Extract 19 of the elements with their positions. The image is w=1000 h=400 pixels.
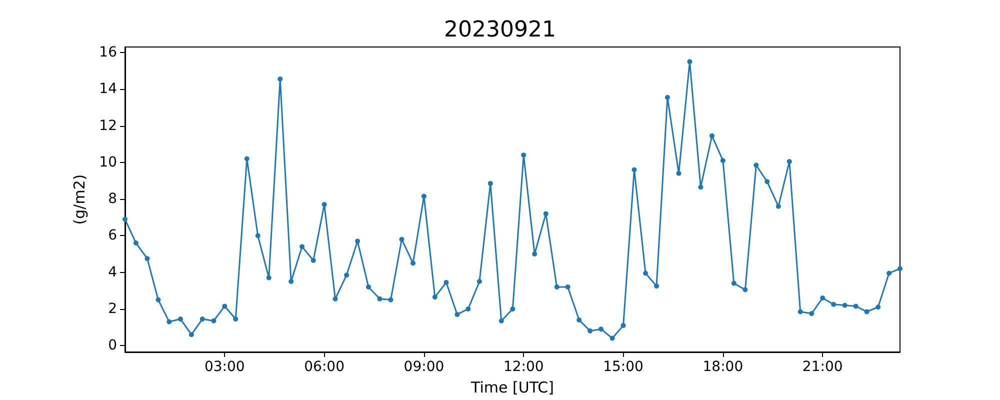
x-tick-label: 18:00 [702, 359, 744, 375]
y-tick-label: 12 [99, 118, 117, 134]
x-tick-label: 21:00 [802, 359, 843, 375]
x-tick-label: 15:00 [603, 359, 644, 375]
y-tick-label: 14 [99, 81, 118, 98]
y-tick-label: 0 [108, 338, 117, 354]
x-tick-label: 12:00 [503, 359, 544, 375]
y-tick-label: 4 [108, 264, 118, 280]
y-tick-label: 16 [99, 44, 118, 60]
y-tick-label: 8 [108, 191, 117, 208]
chart-title: 20230921 [444, 18, 556, 42]
y-tick-label: 2 [108, 300, 117, 317]
x-axis-title: Time [UTC] [470, 378, 554, 396]
x-tick-label: 06:00 [304, 359, 344, 375]
x-tick-label: 03:00 [204, 359, 245, 375]
y-axis-title: (g/m2) [70, 174, 88, 225]
x-tick-label: 09:00 [404, 359, 444, 375]
y-tick-label: 6 [108, 228, 118, 244]
y-tick-label: 10 [99, 154, 117, 170]
